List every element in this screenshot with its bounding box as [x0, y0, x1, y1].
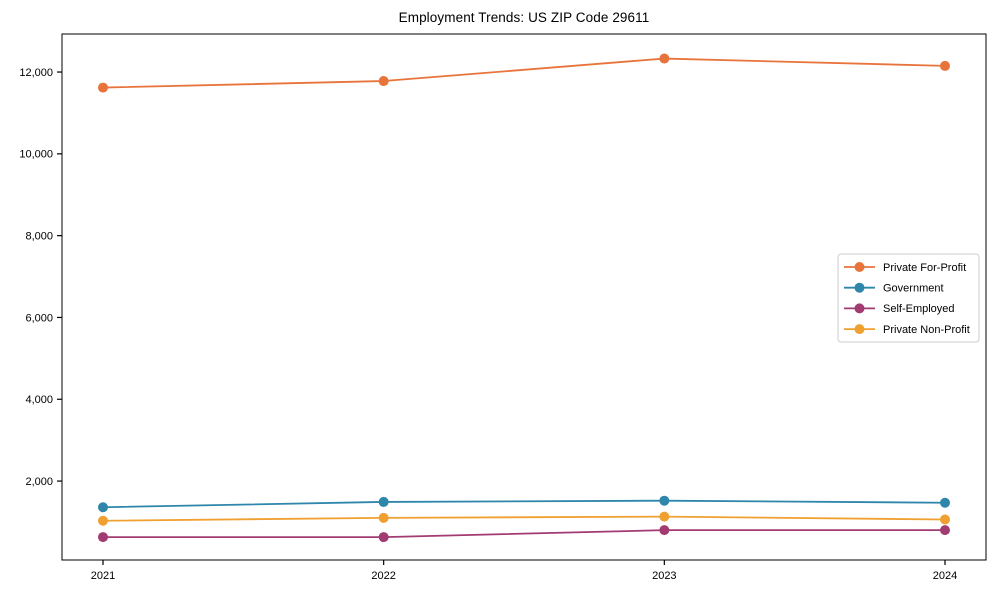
- data-point-government-2024: [940, 497, 950, 508]
- x-axis-tick-label: 2022: [371, 570, 395, 582]
- data-point-self-employed-2022: [378, 532, 389, 543]
- x-axis-tick-label: 2021: [91, 570, 115, 582]
- line-series-private-for-profit: [102, 57, 946, 89]
- line-series-self-employed: [103, 529, 945, 538]
- legend-label-self-employed: Self-Employed: [883, 303, 955, 315]
- legend-label-private-non-profit: Private Non-Profit: [883, 324, 970, 336]
- data-point-self-employed-2021: [98, 532, 108, 543]
- data-point-government-2022: [378, 496, 389, 507]
- data-point-private-non-profit-2024: [940, 514, 950, 525]
- x-axis-tick-label: 2023: [652, 570, 676, 582]
- line-series-government: [102, 499, 946, 509]
- legend-swatch-marker-private-non-profit: [854, 324, 865, 335]
- y-axis-tick-label: 10,000: [19, 149, 53, 161]
- data-point-government-2023: [659, 495, 670, 506]
- data-point-private-non-profit-2021: [98, 515, 108, 526]
- y-axis-tick-label: 8,000: [25, 230, 53, 242]
- y-axis-tick-label: 12,000: [19, 67, 53, 79]
- data-point-private-for-profit-2023: [659, 53, 670, 64]
- data-point-private-for-profit-2021: [98, 82, 108, 93]
- y-axis-tick-label: 2,000: [25, 476, 53, 488]
- data-point-private-for-profit-2024: [940, 60, 950, 71]
- legend-label-private-for-profit: Private For-Profit: [883, 262, 966, 274]
- data-point-self-employed-2024: [940, 525, 950, 536]
- plot-area: [61, 33, 987, 561]
- legend-swatch-marker-self-employed: [854, 303, 865, 314]
- line-series-private-non-profit: [102, 515, 946, 522]
- data-point-self-employed-2023: [659, 525, 670, 536]
- data-point-private-non-profit-2022: [378, 512, 389, 523]
- y-axis-tick-label: 6,000: [25, 312, 53, 324]
- y-axis-tick-label: 4,000: [25, 394, 53, 406]
- chart-title: Employment Trends: US ZIP Code 29611: [398, 10, 650, 25]
- legend: [837, 253, 980, 343]
- data-point-private-for-profit-2022: [378, 76, 389, 87]
- data-point-government-2021: [98, 502, 108, 513]
- legend-label-government: Government: [883, 283, 944, 295]
- data-point-private-non-profit-2023: [659, 511, 670, 522]
- legend-swatch-marker-private-for-profit: [854, 262, 865, 272]
- x-axis-tick-label: 2024: [933, 570, 957, 582]
- legend-swatch-marker-government: [854, 282, 865, 293]
